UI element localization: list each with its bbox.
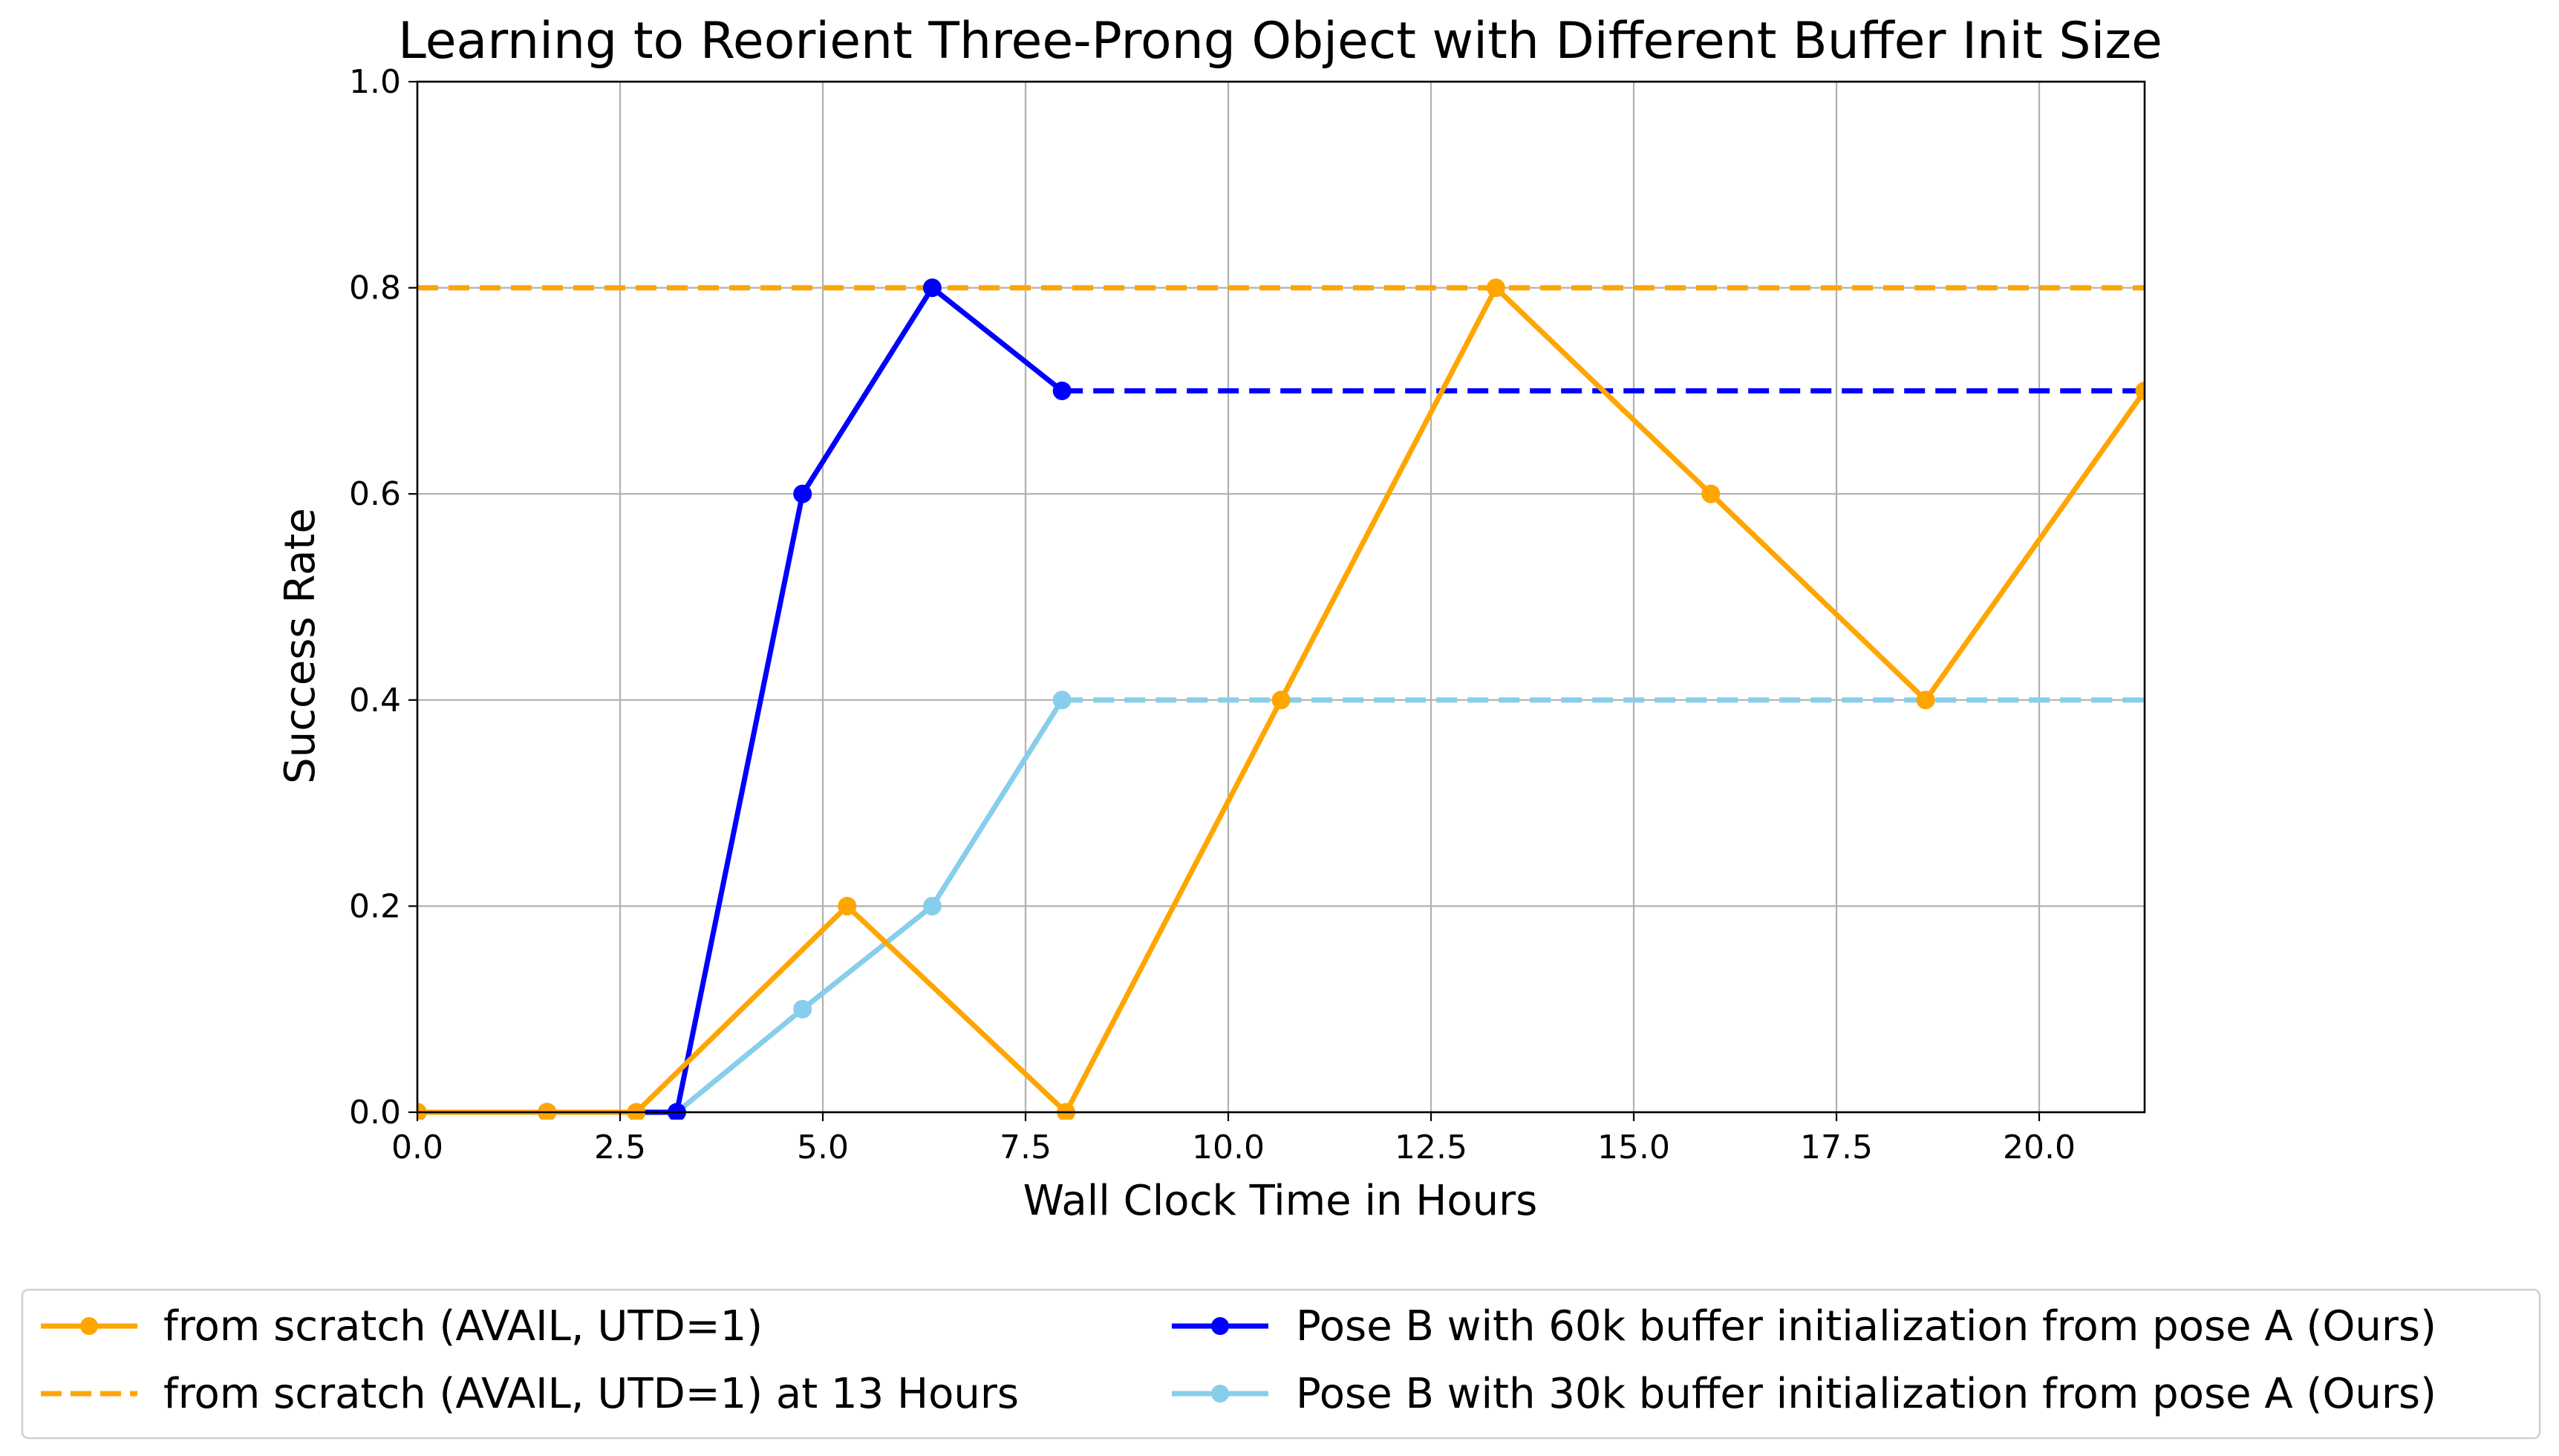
x-tick-label: 12.5 (1395, 1129, 1467, 1166)
x-axis-label: Wall Clock Time in Hours (1023, 1177, 1538, 1225)
data-point (1701, 484, 1721, 503)
legend-marker (1211, 1317, 1229, 1335)
legend-entry: Pose B with 60k buffer initialization fr… (1172, 1302, 2436, 1351)
chart-title: Learning to Reorient Three-Prong Object … (398, 12, 2162, 71)
legend-marker (1211, 1385, 1229, 1403)
data-point (1916, 691, 1935, 710)
y-tick-label: 1.0 (349, 63, 401, 101)
data-point (793, 484, 812, 503)
data-point (838, 896, 857, 915)
x-tick-label: 7.5 (1000, 1129, 1052, 1166)
y-tick-label: 0.6 (349, 475, 401, 513)
y-axis-label: Success Rate (276, 508, 325, 784)
x-tick-label: 17.5 (1800, 1129, 1873, 1166)
legend: from scratch (AVAIL, UTD=1) from scratch… (21, 1288, 2541, 1440)
legend-label: from scratch (AVAIL, UTD=1) at 13 Hours (163, 1370, 1019, 1418)
x-tick-label: 20.0 (2003, 1129, 2076, 1166)
y-tick-label: 0.2 (349, 887, 401, 925)
data-point (922, 896, 942, 915)
x-tick-label: 5.0 (797, 1129, 849, 1166)
data-point (1052, 691, 1072, 710)
legend-entry: from scratch (AVAIL, UTD=1) at 13 Hours (41, 1370, 1019, 1418)
data-point (922, 278, 942, 298)
legend-label: Pose B with 30k buffer initialization fr… (1296, 1370, 2436, 1418)
ticks: 0.0 2.5 5.0 7.5 10.0 12.5 15.0 17.5 20.0 0.0 0.2 0.… (349, 63, 2076, 1166)
x-tick-label: 10.0 (1192, 1129, 1265, 1166)
x-tick-label: 0.0 (391, 1129, 443, 1166)
y-tick-label: 0.4 (349, 682, 401, 719)
legend-entry: Pose B with 30k buffer initialization fr… (1172, 1370, 2436, 1418)
data-point (793, 999, 812, 1019)
data-point (1271, 691, 1291, 710)
y-tick-label: 0.0 (349, 1094, 401, 1132)
legend-label: Pose B with 60k buffer initialization fr… (1296, 1302, 2436, 1351)
legend-marker (80, 1317, 98, 1335)
x-tick-label: 15.0 (1597, 1129, 1670, 1166)
grid (416, 80, 2145, 1114)
data-point (2135, 381, 2145, 400)
data-point (1052, 381, 1072, 400)
x-tick-label: 2.5 (594, 1129, 646, 1166)
legend-entry: from scratch (AVAIL, UTD=1) (41, 1302, 763, 1351)
data-point (1486, 278, 1505, 298)
legend-box (21, 1288, 2541, 1440)
legend-label: from scratch (AVAIL, UTD=1) (163, 1302, 763, 1351)
y-tick-label: 0.8 (349, 270, 401, 307)
axes-frame (416, 80, 2146, 1114)
